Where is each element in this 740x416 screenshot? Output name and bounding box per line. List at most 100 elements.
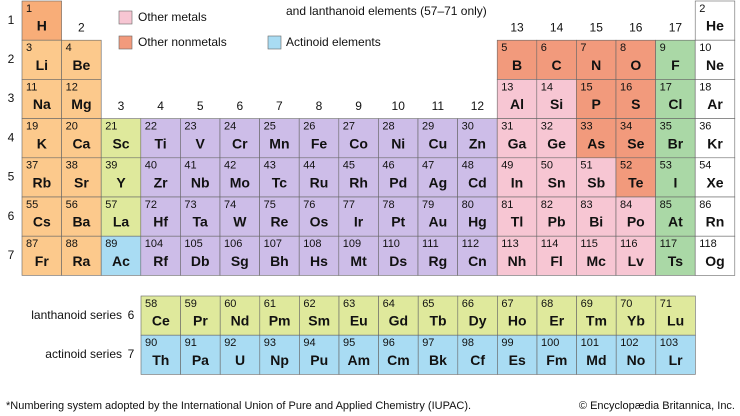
period-label: 3 [8,91,15,105]
atomic-number: 44 [303,160,315,172]
element-symbol: Ra [72,253,90,269]
atomic-number: 11 [26,81,37,93]
element-symbol: K [37,135,47,151]
element-symbol: Sn [548,175,566,191]
atomic-number: 90 [145,337,157,349]
element-cell [338,295,379,336]
atomic-number: 25 [264,121,276,133]
element-symbol: Fm [546,352,567,368]
element-symbol: He [706,18,724,34]
series-period: 6 [128,308,135,322]
element-symbol: Nb [191,175,210,191]
element-cell [219,157,260,198]
group-label: 11 [432,99,445,113]
element-symbol: Mc [586,253,606,269]
atomic-number: 64 [383,298,395,310]
period-label: 1 [8,13,15,27]
atomic-number: 103 [660,337,678,349]
atomic-number: 40 [145,160,157,172]
element-cell [100,118,142,159]
element-symbol: Ac [112,253,130,269]
atomic-number: 78 [382,199,394,211]
atomic-number: 27 [343,121,355,133]
atomic-number: 95 [343,337,355,349]
element-cell [338,157,379,198]
atomic-number: 94 [303,337,315,349]
series-period: 7 [128,347,135,361]
atomic-number: 68 [541,298,553,310]
element-cell [378,157,419,198]
element-symbol: Hg [468,214,487,230]
element-symbol: Fl [550,253,562,269]
period-label: 2 [8,52,15,66]
element-symbol: Rn [706,214,725,230]
element-symbol: Gd [389,313,408,329]
element-cell [338,334,379,375]
element-cell [536,157,577,198]
element-cell [61,235,102,276]
element-cell [694,0,736,41]
element-cell [21,118,62,159]
atomic-number: 46 [382,160,394,172]
element-symbol: Tl [511,214,523,230]
group-label: 15 [590,20,604,34]
element-cell [299,295,340,336]
element-symbol: Ir [354,214,364,230]
atomic-number: 3 [26,42,32,54]
atomic-number: 26 [303,121,315,133]
element-cell [259,235,300,276]
atomic-number: 1 [26,3,32,15]
group-label: 6 [236,99,243,113]
element-cell [576,295,617,336]
element-symbol: Cu [428,135,447,151]
element-symbol: Cd [468,175,487,191]
atomic-number: 70 [620,298,632,310]
atomic-number: 15 [580,81,592,93]
element-cell [615,39,656,80]
atomic-number: 18 [699,81,711,93]
atomic-number: 9 [660,42,666,54]
atomic-number: 86 [699,199,711,211]
element-cell [21,196,62,237]
element-symbol: Tm [586,313,607,329]
atomic-number: 63 [343,298,355,310]
element-cell [259,157,300,198]
element-cell [21,235,62,276]
atomic-number: 61 [264,298,276,310]
atomic-number: 104 [145,238,163,250]
atomic-number: 2 [699,3,705,15]
element-symbol: Ce [152,313,170,329]
element-symbol: Pa [192,352,209,368]
credit: © Encyclopædia Britannica, Inc. [579,400,735,412]
atomic-number: 31 [501,121,513,133]
element-cell [655,157,696,198]
element-cell [219,235,260,276]
element-symbol: Pb [548,214,566,230]
element-symbol: Al [510,96,524,112]
element-cell [378,118,419,159]
element-cell [140,295,181,336]
atomic-number: 45 [343,160,355,172]
atomic-number: 89 [105,238,117,250]
element-cell [180,235,221,276]
group-label: 16 [629,20,643,34]
atomic-number: 54 [699,160,711,172]
series-label: actinoid series [45,347,122,361]
element-cell [457,295,498,336]
atomic-number: 97 [422,337,434,349]
element-symbol: Yb [627,313,645,329]
atomic-number: 112 [462,238,480,250]
atomic-number: 108 [303,238,321,250]
element-symbol: Cs [33,214,51,230]
atomic-number: 81 [501,199,513,211]
element-symbol: In [511,175,523,191]
atomic-number: 21 [105,121,117,133]
element-cell [378,235,419,276]
period-label: 6 [8,209,15,223]
element-symbol: Pu [310,352,328,368]
element-cell [536,235,577,276]
element-symbol: Pt [391,214,405,230]
element-cell [536,196,577,237]
element-cell [615,235,656,276]
group-label: 7 [276,99,283,113]
